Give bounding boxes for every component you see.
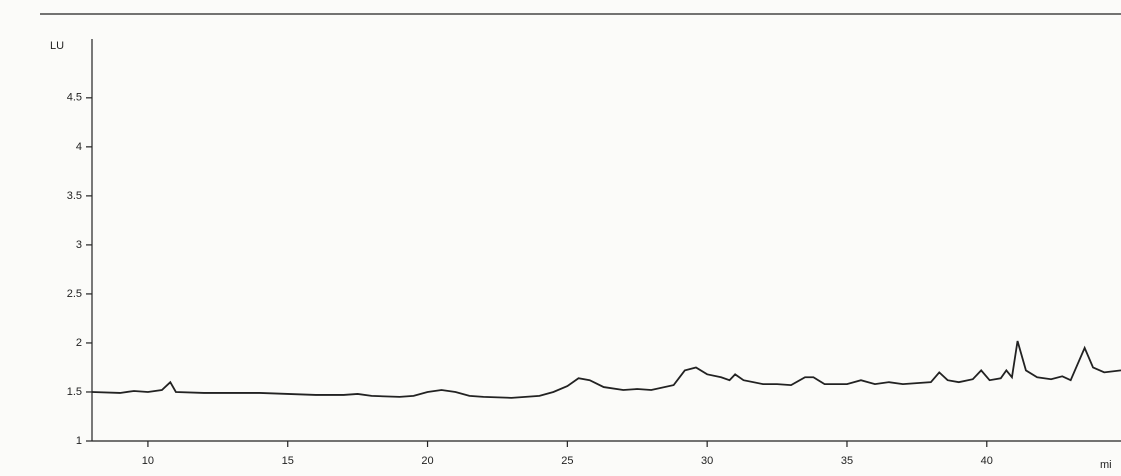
y-tick-label: 2 <box>76 337 82 349</box>
background <box>0 0 1121 476</box>
y-tick-label: 1.5 <box>67 386 82 398</box>
x-tick-label: 30 <box>701 455 713 467</box>
x-axis-label: mi <box>1100 459 1112 471</box>
y-tick-label: 4.5 <box>67 92 82 104</box>
y-tick-label: 2.5 <box>67 288 82 300</box>
x-tick-label: 25 <box>561 455 573 467</box>
y-tick-label: 3 <box>76 239 82 251</box>
x-tick-label: 10 <box>142 455 154 467</box>
chart: LU mi 1 1.5 2 2.5 3 3.5 4 4.5 10 15 20 25 30 35 40 <box>0 0 1121 476</box>
y-tick-label: 4 <box>76 141 82 153</box>
x-tick-label: 40 <box>981 455 993 467</box>
x-tick-label: 35 <box>841 455 853 467</box>
x-tick-label: 15 <box>282 455 294 467</box>
y-tick-label: 3.5 <box>67 190 82 202</box>
y-tick-label: 1 <box>76 435 82 447</box>
x-tick-label: 20 <box>421 455 433 467</box>
y-axis-label: LU <box>50 40 64 52</box>
